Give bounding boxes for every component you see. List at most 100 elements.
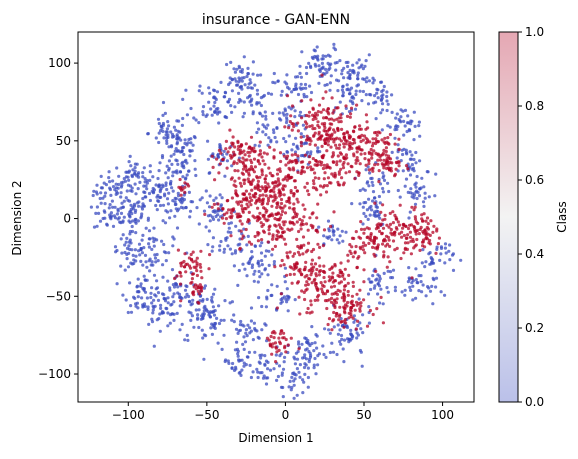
scatter-point (267, 240, 270, 243)
scatter-point (297, 93, 300, 96)
scatter-point (257, 280, 260, 283)
scatter-point (393, 248, 396, 251)
scatter-point (134, 248, 137, 251)
scatter-point (136, 302, 139, 305)
scatter-point (99, 220, 102, 223)
scatter-point (366, 138, 369, 141)
scatter-point (308, 85, 311, 88)
scatter-point (340, 271, 343, 274)
scatter-point (380, 81, 383, 84)
scatter-point (358, 128, 361, 131)
scatter-point (382, 254, 385, 257)
scatter-point (342, 360, 345, 363)
scatter-point (164, 184, 167, 187)
scatter-point (151, 237, 154, 240)
scatter-point (172, 153, 175, 156)
scatter-point (230, 367, 233, 370)
scatter-point (283, 155, 286, 158)
scatter-point (254, 195, 257, 198)
scatter-point (200, 289, 203, 292)
scatter-point (275, 379, 278, 382)
scatter-point (316, 203, 319, 206)
scatter-point (173, 292, 176, 295)
scatter-point (399, 196, 402, 199)
scatter-point (418, 232, 421, 235)
scatter-point (368, 322, 371, 325)
scatter-point (267, 167, 270, 170)
scatter-point (108, 206, 111, 209)
scatter-point (381, 97, 384, 100)
scatter-point (260, 238, 263, 241)
scatter-point (229, 234, 232, 237)
scatter-point (274, 360, 277, 363)
scatter-point (332, 151, 335, 154)
scatter-point (359, 65, 362, 68)
colorbar-label: Class (555, 201, 569, 233)
scatter-point (284, 211, 287, 214)
scatter-point (406, 121, 409, 124)
scatter-point (322, 292, 325, 295)
scatter-point (320, 57, 323, 60)
scatter-point (213, 288, 216, 291)
scatter-point (169, 303, 172, 306)
scatter-point (418, 249, 421, 252)
scatter-point (328, 317, 331, 320)
scatter-point (359, 327, 362, 330)
scatter-point (338, 241, 341, 244)
scatter-point (337, 323, 340, 326)
scatter-point (389, 270, 392, 273)
scatter-point (320, 281, 323, 284)
scatter-point (376, 159, 379, 162)
scatter-point (362, 298, 365, 301)
scatter-point (355, 104, 358, 107)
scatter-point (300, 76, 303, 79)
scatter-point (268, 232, 271, 235)
scatter-point (250, 319, 253, 322)
scatter-point (248, 211, 251, 214)
scatter-point (358, 202, 361, 205)
scatter-point (238, 200, 241, 203)
scatter-point (250, 183, 253, 186)
scatter-point (248, 154, 251, 157)
scatter-point (133, 203, 136, 206)
scatter-point (239, 70, 242, 73)
scatter-point (348, 250, 351, 253)
x-tick-label: 50 (356, 408, 371, 422)
cluster-class-0 (271, 66, 313, 109)
scatter-point (302, 124, 305, 127)
scatter-point (305, 311, 308, 314)
scatter-point (229, 301, 232, 304)
scatter-point (414, 161, 417, 164)
scatter-point (134, 166, 137, 169)
scatter-point (233, 105, 236, 108)
scatter-point (173, 237, 176, 240)
scatter-point (245, 75, 248, 78)
scatter-point (365, 168, 368, 171)
scatter-point (407, 266, 410, 269)
scatter-point (241, 222, 244, 225)
scatter-point (416, 175, 419, 178)
scatter-point (244, 340, 247, 343)
scatter-point (211, 114, 214, 117)
scatter-point (175, 197, 178, 200)
scatter-point (289, 120, 292, 123)
scatter-point (331, 133, 334, 136)
scatter-point (128, 281, 131, 284)
scatter-point (246, 86, 249, 89)
scatter-point (259, 244, 262, 247)
scatter-point (306, 347, 309, 350)
scatter-point (435, 277, 438, 280)
scatter-point (101, 197, 104, 200)
scatter-point (394, 286, 397, 289)
scatter-point (96, 225, 99, 228)
scatter-point (129, 230, 132, 233)
scatter-point (212, 199, 215, 202)
scatter-point (323, 129, 326, 132)
cluster-class-0 (355, 79, 394, 121)
scatter-point (224, 237, 227, 240)
scatter-point (327, 112, 330, 115)
scatter-point (116, 212, 119, 215)
scatter-point (134, 183, 137, 186)
scatter-point (316, 363, 319, 366)
scatter-point (349, 116, 352, 119)
